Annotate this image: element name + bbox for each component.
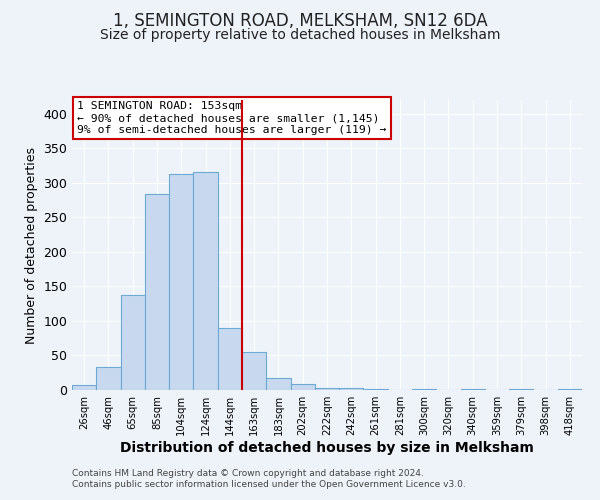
Text: Contains public sector information licensed under the Open Government Licence v3: Contains public sector information licen… — [72, 480, 466, 489]
Bar — [96, 366, 121, 390]
Bar — [145, 194, 169, 390]
Bar — [242, 352, 266, 390]
Bar — [218, 328, 242, 390]
Bar — [193, 172, 218, 390]
Bar — [558, 388, 582, 390]
Bar — [266, 378, 290, 390]
Bar — [339, 388, 364, 390]
Bar — [290, 384, 315, 390]
Text: Contains HM Land Registry data © Crown copyright and database right 2024.: Contains HM Land Registry data © Crown c… — [72, 468, 424, 477]
Bar — [315, 388, 339, 390]
Y-axis label: Number of detached properties: Number of detached properties — [25, 146, 38, 344]
Bar — [412, 388, 436, 390]
Text: 1 SEMINGTON ROAD: 153sqm
← 90% of detached houses are smaller (1,145)
9% of semi: 1 SEMINGTON ROAD: 153sqm ← 90% of detach… — [77, 102, 386, 134]
Bar — [169, 174, 193, 390]
X-axis label: Distribution of detached houses by size in Melksham: Distribution of detached houses by size … — [120, 441, 534, 455]
Bar — [72, 385, 96, 390]
Text: 1, SEMINGTON ROAD, MELKSHAM, SN12 6DA: 1, SEMINGTON ROAD, MELKSHAM, SN12 6DA — [113, 12, 487, 30]
Bar — [121, 294, 145, 390]
Text: Size of property relative to detached houses in Melksham: Size of property relative to detached ho… — [100, 28, 500, 42]
